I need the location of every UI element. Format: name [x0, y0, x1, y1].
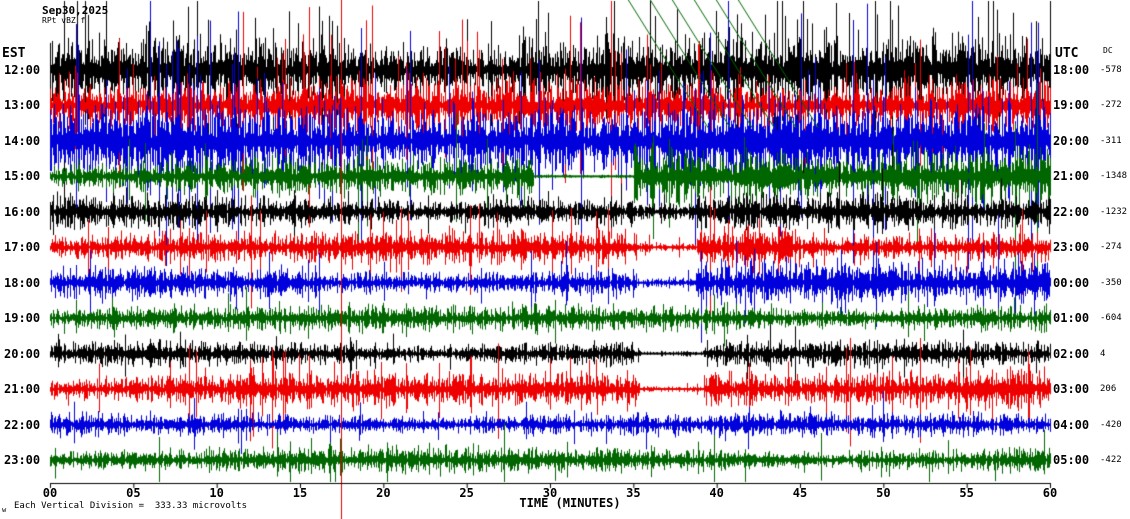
x-tick-label: 10 — [209, 486, 224, 500]
utc-time-label: 00:00 — [1053, 275, 1090, 290]
dc-offset-value: -1348 — [1100, 171, 1128, 182]
x-tick-label: 25 — [459, 486, 474, 500]
dc-offset-value: -420 — [1100, 419, 1122, 430]
est-time-label: 17:00 — [4, 240, 41, 255]
utc-axis-label: UTC — [1055, 46, 1079, 61]
scale-note-label: Each Vertical Division = 333.33 microvol… — [14, 501, 247, 511]
est-time-label: 16:00 — [4, 204, 41, 219]
x-tick-label: 15 — [292, 486, 308, 500]
est-time-label: 23:00 — [4, 452, 41, 467]
est-time-label: 14:00 — [4, 133, 41, 148]
est-time-label: 13:00 — [4, 98, 41, 113]
x-tick-label: 55 — [959, 486, 974, 500]
utc-time-label: 22:00 — [1053, 204, 1090, 219]
dc-offset-value: -272 — [1100, 100, 1122, 111]
corner-mark: w — [2, 506, 7, 514]
est-time-label: 12:00 — [4, 63, 41, 77]
x-tick-label: 60 — [1042, 486, 1058, 500]
x-tick-label: 00 — [42, 486, 58, 500]
dc-offset-value: -350 — [1100, 277, 1122, 288]
dc-offset-value: -311 — [1100, 135, 1122, 146]
est-time-label: 21:00 — [4, 382, 41, 397]
dc-offset-value: -1232 — [1100, 206, 1128, 217]
x-tick-label: 35 — [626, 486, 641, 500]
utc-time-label: 19:00 — [1053, 98, 1090, 113]
dc-offset-value: -578 — [1100, 65, 1122, 75]
est-time-label: 22:00 — [4, 417, 41, 432]
x-tick-label: 05 — [126, 486, 141, 500]
utc-time-label: 05:00 — [1053, 452, 1090, 467]
utc-time-label: 02:00 — [1053, 346, 1090, 361]
dc-offset-value: -422 — [1100, 454, 1122, 465]
utc-time-label: 18:00 — [1053, 63, 1090, 77]
x-tick-label: 45 — [792, 486, 808, 500]
est-time-label: 20:00 — [4, 346, 41, 361]
dc-offset-value: 206 — [1100, 384, 1117, 395]
dc-offset-value: -604 — [1100, 313, 1122, 324]
utc-time-label: 21:00 — [1053, 169, 1090, 184]
est-axis-label: EST — [2, 46, 26, 61]
est-time-label: 19:00 — [4, 311, 41, 326]
x-tick-label: 50 — [876, 486, 891, 500]
date-label: Sep30,2025 — [42, 4, 109, 17]
station-label: RPt vBZ f — [42, 16, 86, 25]
x-axis-label: TIME (MINUTES) — [519, 496, 621, 510]
dc-axis-label: DC — [1103, 46, 1113, 55]
utc-time-label: 04:00 — [1053, 417, 1090, 432]
dc-offset-value: 4 — [1100, 348, 1106, 359]
utc-time-label: 23:00 — [1053, 240, 1090, 255]
utc-time-label: 01:00 — [1053, 311, 1090, 326]
dc-offset-value: -274 — [1100, 242, 1122, 253]
x-tick-label: 40 — [709, 486, 724, 500]
est-time-label: 15:00 — [4, 169, 41, 184]
x-tick-label: 20 — [376, 486, 391, 500]
utc-time-label: 03:00 — [1053, 382, 1090, 397]
x-tick-label: 30 — [542, 486, 558, 500]
est-time-label: 18:00 — [4, 275, 41, 290]
utc-time-label: 20:00 — [1053, 133, 1090, 148]
